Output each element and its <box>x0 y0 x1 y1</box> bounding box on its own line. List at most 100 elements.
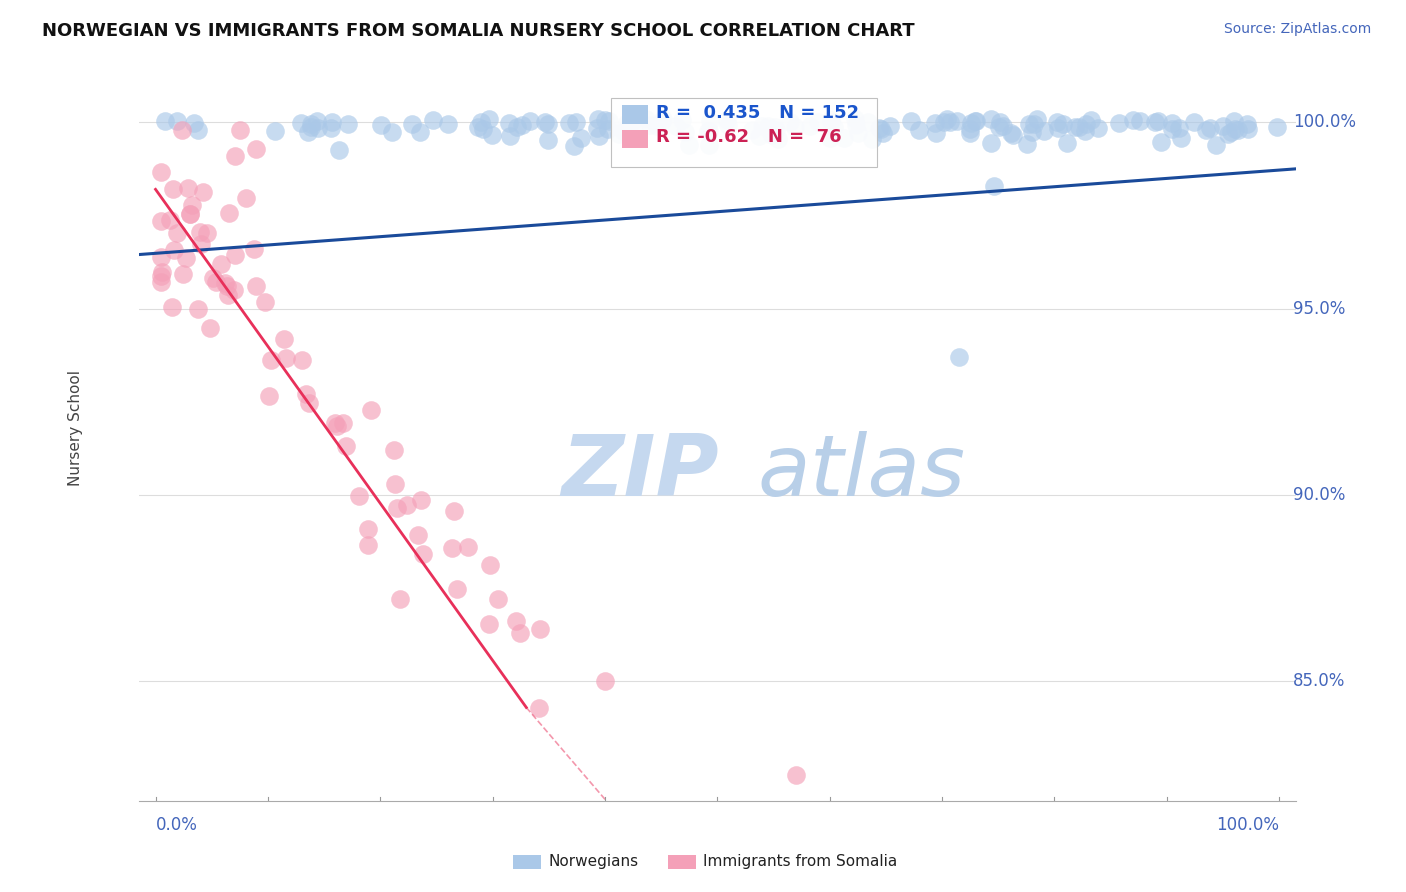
Point <box>150 165 173 179</box>
Point <box>558 116 581 130</box>
Point <box>564 115 586 129</box>
Point <box>1002 128 1025 142</box>
Point <box>150 214 173 228</box>
Point <box>299 120 322 134</box>
Point <box>1073 123 1095 137</box>
Point <box>665 119 688 133</box>
Point <box>832 130 855 145</box>
Point <box>908 123 931 137</box>
Point <box>965 114 987 128</box>
Point <box>150 269 173 284</box>
Point <box>651 112 673 127</box>
Point <box>440 541 463 555</box>
Point <box>1122 112 1144 127</box>
Point <box>183 116 205 130</box>
Point <box>1205 137 1227 152</box>
Point <box>349 489 371 503</box>
Point <box>498 116 520 130</box>
Point <box>785 120 807 135</box>
Point <box>1195 123 1218 137</box>
Point <box>326 419 349 434</box>
Point <box>319 121 342 136</box>
Point <box>204 275 226 289</box>
Bar <box>623 129 648 148</box>
Point <box>799 119 821 133</box>
Point <box>980 136 1002 151</box>
Point <box>1199 121 1222 136</box>
Point <box>443 503 465 517</box>
Point <box>470 115 492 129</box>
Point <box>959 122 981 136</box>
Point <box>384 477 406 491</box>
Point <box>159 213 181 227</box>
Point <box>844 112 866 127</box>
Point <box>1184 115 1206 129</box>
Point <box>222 283 245 297</box>
Point <box>1021 125 1043 139</box>
Point <box>1170 131 1192 145</box>
Point <box>527 701 550 715</box>
Point <box>1076 117 1098 131</box>
Point <box>401 117 423 131</box>
Point <box>1129 114 1152 128</box>
Point <box>357 538 380 552</box>
Point <box>586 112 609 127</box>
Point <box>297 125 319 139</box>
Point <box>193 186 215 200</box>
Point <box>588 129 610 144</box>
Point <box>328 143 350 157</box>
Point <box>699 114 721 128</box>
Point <box>389 591 412 606</box>
Point <box>195 226 218 240</box>
Point <box>299 117 322 131</box>
Point <box>162 182 184 196</box>
Point <box>215 278 238 293</box>
Point <box>1000 126 1022 140</box>
Point <box>478 112 501 127</box>
Point <box>1080 113 1102 128</box>
Point <box>1087 120 1109 135</box>
Point <box>846 126 869 140</box>
Point <box>807 114 830 128</box>
Point <box>179 207 201 221</box>
Point <box>172 122 194 136</box>
Point <box>163 244 186 258</box>
Point <box>1108 116 1130 130</box>
Point <box>422 112 444 127</box>
Point <box>294 387 316 401</box>
Point <box>585 121 607 136</box>
Point <box>153 113 176 128</box>
Point <box>188 226 211 240</box>
Point <box>408 527 430 541</box>
Point <box>446 582 468 596</box>
Point <box>1018 117 1040 131</box>
Point <box>243 243 266 257</box>
Point <box>932 115 955 129</box>
Point <box>623 123 645 137</box>
Point <box>253 294 276 309</box>
Point <box>675 125 697 139</box>
Point <box>224 149 246 163</box>
Point <box>748 129 770 144</box>
Point <box>190 237 212 252</box>
Point <box>935 112 957 126</box>
Point <box>1046 120 1069 135</box>
Bar <box>623 105 648 124</box>
Point <box>384 442 406 457</box>
Text: 100.0%: 100.0% <box>1216 815 1279 833</box>
Point <box>481 128 503 142</box>
Text: Nursery School: Nursery School <box>67 370 83 486</box>
Point <box>537 117 560 131</box>
Point <box>273 332 295 346</box>
Point <box>616 115 638 129</box>
Point <box>187 123 209 137</box>
Point <box>209 257 232 271</box>
Point <box>1212 119 1234 133</box>
Point <box>717 118 740 132</box>
Point <box>228 122 250 136</box>
Point <box>1160 116 1182 130</box>
Point <box>529 622 551 636</box>
Point <box>820 115 842 129</box>
Point <box>612 123 634 137</box>
Point <box>925 126 948 140</box>
